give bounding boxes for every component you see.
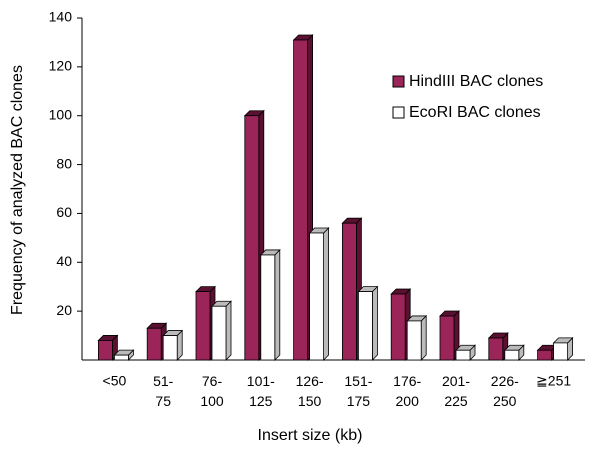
bar-face [162, 335, 178, 361]
y-tick-label: 100 [49, 106, 73, 122]
bar-face [146, 327, 162, 361]
bar-face [390, 293, 406, 361]
bar-face [195, 291, 211, 361]
bar-face [371, 285, 378, 361]
bar-face [504, 349, 520, 361]
bar-face [114, 354, 129, 361]
x-tick-label: 76-100 [200, 373, 224, 409]
x-tick-label: 201-225 [442, 373, 470, 409]
bar-face [293, 39, 309, 361]
x-tick-label: 101-125 [247, 373, 275, 409]
x-tick-label: 226-250 [491, 373, 519, 409]
y-axis-title: Frequency of analyzed BAC clones [9, 65, 26, 315]
bar-face [553, 342, 568, 361]
bar [146, 322, 168, 361]
bar-face [537, 349, 552, 361]
y-tick-label: 40 [56, 253, 72, 269]
bar [357, 285, 379, 361]
y-tick-label: 80 [56, 155, 72, 171]
bar [292, 34, 314, 361]
bar [211, 300, 232, 361]
bar-face [420, 314, 427, 361]
y-tick-label: 140 [49, 9, 73, 25]
x-tick-label: 126-150 [296, 373, 324, 409]
bar-face [211, 305, 227, 361]
legend-swatch [392, 75, 405, 88]
bar [259, 248, 281, 361]
bar [308, 227, 330, 361]
x-tick-label: ≧251 [536, 373, 571, 389]
y-tick-label: 120 [49, 58, 73, 74]
y-tick-label: 20 [56, 302, 72, 318]
bar-face [455, 349, 471, 361]
bar-face [98, 340, 113, 361]
x-axis-title: Insert size (kb) [258, 427, 363, 444]
bar-face [488, 337, 504, 361]
legend-label: HindIII BAC clones [409, 73, 543, 90]
bar-face [323, 227, 330, 361]
legend-swatch [392, 106, 405, 119]
bar [406, 314, 428, 361]
bar-face [357, 291, 373, 361]
y-tick-label: 60 [56, 204, 72, 220]
legend-label: EcoRI BAC clones [409, 104, 541, 121]
bar-face [439, 315, 455, 361]
bar-face [406, 320, 422, 361]
bar [455, 344, 476, 361]
bar [503, 344, 525, 361]
bar-face [225, 300, 232, 361]
bar-face [309, 232, 325, 361]
bar [439, 310, 460, 361]
bar-face [244, 115, 260, 361]
bar [113, 349, 135, 361]
bar [162, 329, 184, 361]
x-tick-label: <50 [103, 373, 127, 389]
bar-face [274, 248, 281, 361]
bar-face [341, 222, 357, 361]
bar [552, 336, 574, 361]
bar [487, 332, 509, 361]
x-tick-label: 51-75 [153, 373, 174, 409]
x-tick-label: 151-175 [344, 373, 372, 409]
bar-face [260, 254, 276, 361]
x-tick-label: 176-200 [393, 373, 421, 409]
